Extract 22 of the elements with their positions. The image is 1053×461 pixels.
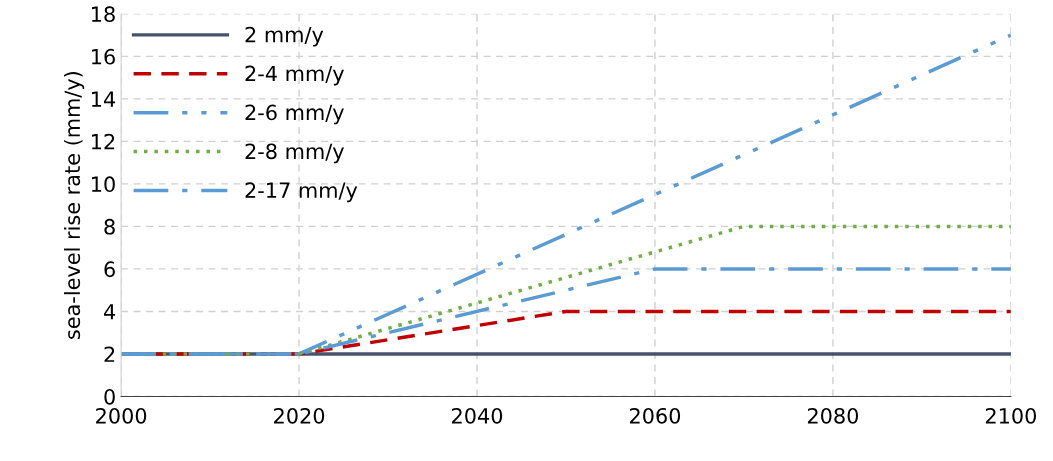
- x-tick-label: 2020: [274, 407, 325, 424]
- y-tick-label: 18: [92, 6, 115, 23]
- x-tick-label: 2100: [985, 407, 1037, 424]
- legend-label: 2-8 mm/y: [245, 143, 344, 164]
- y-axis-title: sea-level rise rate (mm/y): [64, 71, 85, 339]
- x-tick-label: 2080: [807, 407, 859, 424]
- y-tick-label: 2: [104, 346, 115, 362]
- y-tick-label: 0: [104, 388, 115, 405]
- y-tick-label: 10: [92, 176, 115, 193]
- x-tick-label: 2040: [452, 407, 503, 424]
- y-tick-label: 16: [92, 48, 115, 65]
- y-tick-label: 6: [104, 261, 115, 278]
- x-tick-label: 2000: [96, 407, 147, 424]
- y-tick-label: 4: [104, 304, 116, 320]
- legend-label: 2-17 mm/y: [245, 182, 358, 203]
- legend-label: 2-6 mm/y: [245, 104, 344, 125]
- legend-label: 2 mm/y: [245, 26, 324, 47]
- y-tick-label: 12: [92, 133, 115, 150]
- y-tick-label: 8: [104, 218, 115, 235]
- x-tick-label: 2060: [629, 407, 681, 424]
- legend-label: 2-4 mm/y: [245, 65, 344, 86]
- y-tick-label: 14: [92, 91, 116, 107]
